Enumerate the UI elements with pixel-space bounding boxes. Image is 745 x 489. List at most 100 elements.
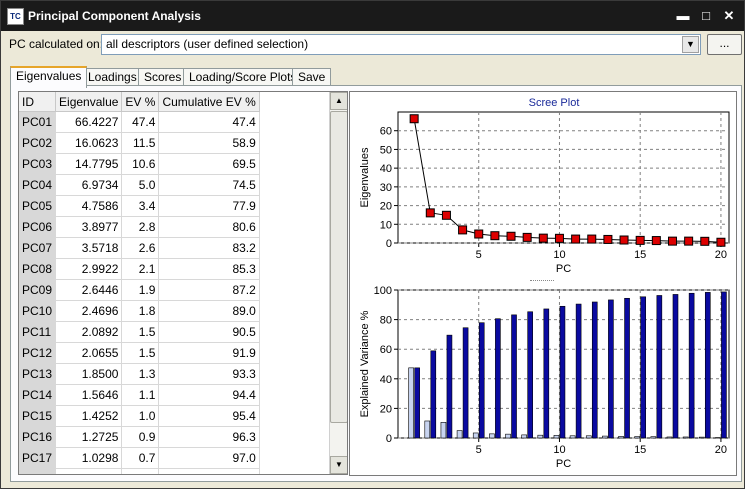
ev-percent-cell[interactable]: 2.1 — [121, 258, 160, 280]
scrollbar-thumb[interactable] — [330, 111, 347, 423]
eigenvalue-cell[interactable]: 16.0623 — [55, 132, 123, 154]
table-row[interactable]: PC06 3.8977 2.8 80.6 — [19, 216, 260, 238]
eigenvalue-cell[interactable]: 14.7795 — [55, 153, 123, 175]
row-id-cell[interactable]: PC15 — [19, 405, 57, 427]
table-row[interactable]: PC10 2.4696 1.8 89.0 — [19, 300, 260, 322]
ev-percent-cell[interactable]: 47.4 — [121, 111, 160, 133]
row-id-cell[interactable]: PC11 — [19, 321, 57, 343]
cumulative-ev-cell[interactable]: 97.8 — [158, 468, 260, 474]
cumulative-ev-cell[interactable]: 95.4 — [158, 405, 260, 427]
table-row[interactable]: PC01 66.4227 47.4 47.4 — [19, 111, 260, 133]
row-id-cell[interactable]: PC17 — [19, 447, 57, 469]
row-id-cell[interactable]: PC05 — [19, 195, 57, 217]
cumulative-ev-cell[interactable]: 80.6 — [158, 216, 260, 238]
table-row[interactable]: PC02 16.0623 11.5 58.9 — [19, 132, 260, 154]
plot-splitter[interactable] — [530, 280, 554, 281]
row-id-cell[interactable]: PC06 — [19, 216, 57, 238]
scroll-down-icon[interactable]: ▼ — [330, 456, 347, 474]
ev-percent-cell[interactable]: 1.8 — [121, 300, 160, 322]
column-header-cumulative-ev[interactable]: Cumulative EV % — [158, 92, 260, 112]
cumulative-ev-cell[interactable]: 97.0 — [158, 447, 260, 469]
ev-percent-cell[interactable]: 1.3 — [121, 363, 160, 385]
eigenvalue-cell[interactable]: 1.8500 — [55, 363, 123, 385]
scroll-up-icon[interactable]: ▲ — [330, 92, 347, 110]
table-row[interactable]: PC181.02090.797.8 — [19, 468, 260, 474]
ev-percent-cell[interactable]: 1.0 — [121, 405, 160, 427]
table-row[interactable]: PC17 1.0298 0.7 97.0 — [19, 447, 260, 469]
row-id-cell[interactable]: PC08 — [19, 258, 57, 280]
table-row[interactable]: PC05 4.7586 3.4 77.9 — [19, 195, 260, 217]
tab-loading-score-plots[interactable]: Loading/Score Plots — [183, 68, 303, 86]
ev-percent-cell[interactable]: 0.7 — [121, 468, 160, 474]
row-id-cell[interactable]: PC10 — [19, 300, 57, 322]
browse-button[interactable]: ... — [707, 34, 742, 55]
cumulative-ev-cell[interactable]: 90.5 — [158, 321, 260, 343]
eigenvalue-cell[interactable]: 2.0892 — [55, 321, 123, 343]
maximize-icon[interactable]: □ — [702, 8, 710, 23]
eigenvalue-cell[interactable]: 4.7586 — [55, 195, 123, 217]
tab-eigenvalues[interactable]: Eigenvalues — [10, 66, 88, 88]
eigenvalue-cell[interactable]: 1.0298 — [55, 447, 123, 469]
eigenvalue-cell[interactable]: 3.8977 — [55, 216, 123, 238]
column-header-id[interactable]: ID — [19, 92, 57, 112]
ev-percent-cell[interactable]: 5.0 — [121, 174, 160, 196]
table-row[interactable]: PC16 1.2725 0.9 96.3 — [19, 426, 260, 448]
ev-percent-cell[interactable]: 2.6 — [121, 237, 160, 259]
tab-loadings[interactable]: Loadings — [82, 68, 143, 86]
eigenvalue-cell[interactable]: 2.0655 — [55, 342, 123, 364]
eigenvalue-cell[interactable]: 3.5718 — [55, 237, 123, 259]
close-icon[interactable]: ✕ — [723, 8, 735, 23]
column-header-eigenvalue[interactable]: Eigenvalue — [55, 92, 123, 112]
table-row[interactable]: PC11 2.0892 1.5 90.5 — [19, 321, 260, 343]
table-row[interactable]: PC15 1.4252 1.0 95.4 — [19, 405, 260, 427]
cumulative-ev-cell[interactable]: 93.3 — [158, 363, 260, 385]
eigenvalue-cell[interactable]: 1.2725 — [55, 426, 123, 448]
table-row[interactable]: PC12 2.0655 1.5 91.9 — [19, 342, 260, 364]
table-row[interactable]: PC09 2.6446 1.9 87.2 — [19, 279, 260, 301]
eigenvalue-cell[interactable]: 1.4252 — [55, 405, 123, 427]
row-id-cell[interactable]: PC16 — [19, 426, 57, 448]
cumulative-ev-cell[interactable]: 96.3 — [158, 426, 260, 448]
eigenvalue-cell[interactable]: 1.5646 — [55, 384, 123, 406]
eigenvalue-grid[interactable]: ID Eigenvalue EV % Cumulative EV % PC01 6… — [18, 91, 348, 475]
column-header-ev-percent[interactable]: EV % — [121, 92, 160, 112]
ev-percent-cell[interactable]: 3.4 — [121, 195, 160, 217]
ev-percent-cell[interactable]: 0.9 — [121, 426, 160, 448]
eigenvalue-cell[interactable]: 2.6446 — [55, 279, 123, 301]
row-id-cell[interactable]: PC03 — [19, 153, 57, 175]
cumulative-ev-cell[interactable]: 89.0 — [158, 300, 260, 322]
minimize-icon[interactable]: ▬ — [676, 8, 690, 23]
chevron-down-icon[interactable]: ▼ — [682, 36, 699, 53]
table-row[interactable]: PC08 2.9922 2.1 85.3 — [19, 258, 260, 280]
ev-percent-cell[interactable]: 11.5 — [121, 132, 160, 154]
eigenvalue-cell[interactable]: 2.4696 — [55, 300, 123, 322]
cumulative-ev-cell[interactable]: 87.2 — [158, 279, 260, 301]
table-row[interactable]: PC03 14.7795 10.6 69.5 — [19, 153, 260, 175]
cumulative-ev-cell[interactable]: 83.2 — [158, 237, 260, 259]
eigenvalue-cell[interactable]: 1.0209 — [55, 468, 123, 474]
cumulative-ev-cell[interactable]: 85.3 — [158, 258, 260, 280]
row-id-cell[interactable]: PC07 — [19, 237, 57, 259]
row-id-cell[interactable]: PC04 — [19, 174, 57, 196]
row-id-cell[interactable]: PC13 — [19, 363, 57, 385]
row-id-cell[interactable]: PC12 — [19, 342, 57, 364]
row-id-cell[interactable]: PC02 — [19, 132, 57, 154]
table-row[interactable]: PC14 1.5646 1.1 94.4 — [19, 384, 260, 406]
tab-scores[interactable]: Scores — [138, 68, 188, 86]
cumulative-ev-cell[interactable]: 91.9 — [158, 342, 260, 364]
row-id-cell[interactable]: PC09 — [19, 279, 57, 301]
cumulative-ev-cell[interactable]: 74.5 — [158, 174, 260, 196]
ev-percent-cell[interactable]: 1.5 — [121, 321, 160, 343]
grid-scrollbar[interactable]: ▲ ▼ — [329, 92, 347, 474]
ev-percent-cell[interactable]: 1.1 — [121, 384, 160, 406]
ev-percent-cell[interactable]: 0.7 — [121, 447, 160, 469]
ev-percent-cell[interactable]: 1.5 — [121, 342, 160, 364]
pc-descriptor-select[interactable]: all descriptors (user defined selection)… — [101, 34, 701, 55]
row-id-cell[interactable]: PC01 — [19, 111, 57, 133]
eigenvalue-cell[interactable]: 66.4227 — [55, 111, 123, 133]
cumulative-ev-cell[interactable]: 69.5 — [158, 153, 260, 175]
table-row[interactable]: PC13 1.8500 1.3 93.3 — [19, 363, 260, 385]
cumulative-ev-cell[interactable]: 94.4 — [158, 384, 260, 406]
ev-percent-cell[interactable]: 1.9 — [121, 279, 160, 301]
title-bar[interactable]: TC Principal Component Analysis ▬ □ ✕ — [1, 1, 744, 31]
